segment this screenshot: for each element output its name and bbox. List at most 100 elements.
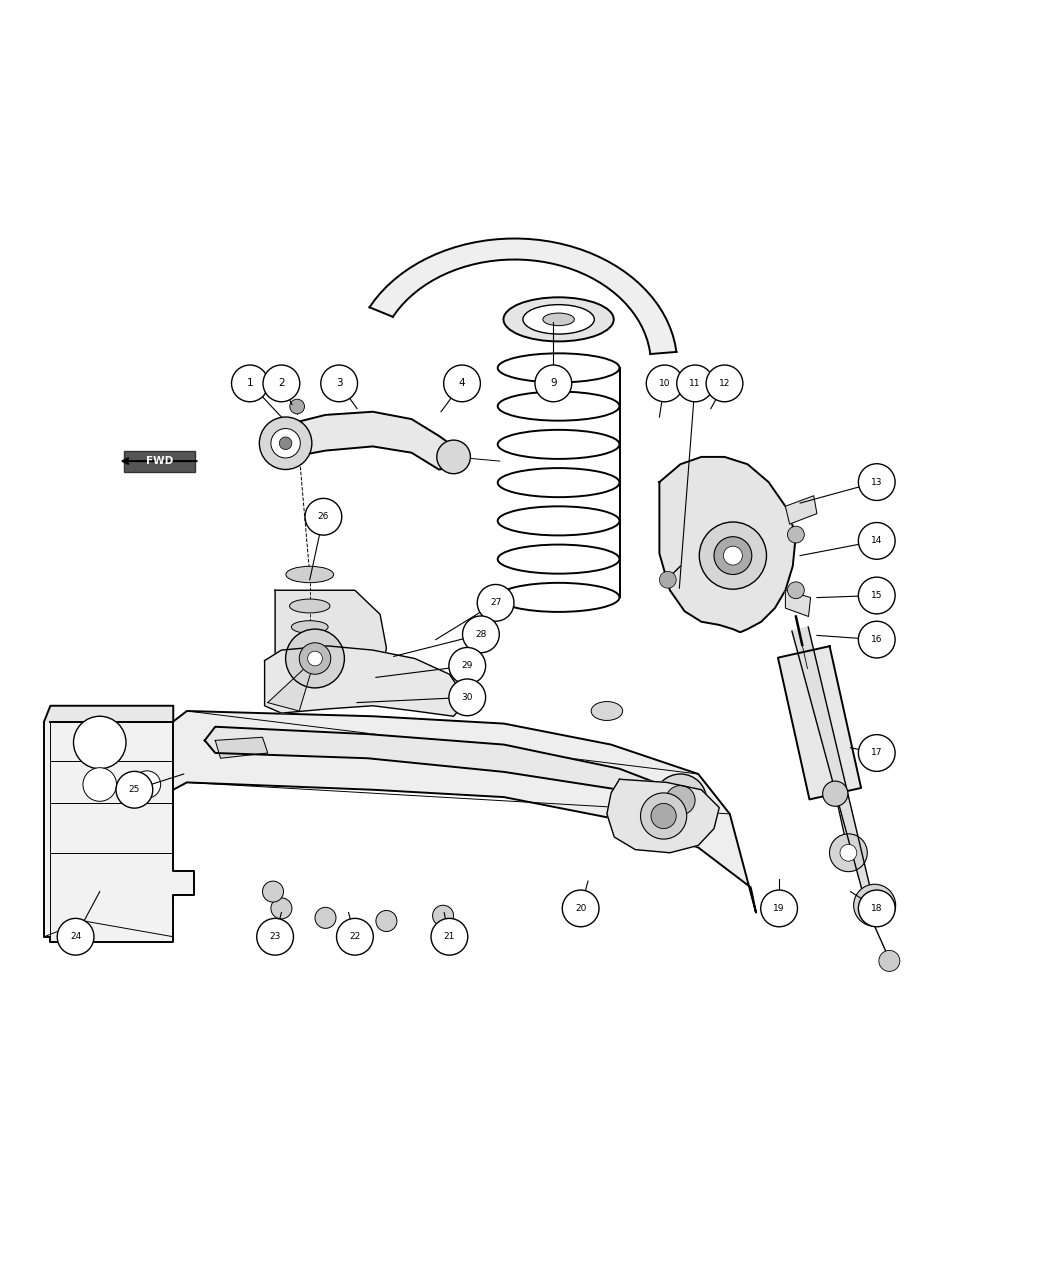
Circle shape xyxy=(859,734,895,771)
Polygon shape xyxy=(785,590,811,617)
Circle shape xyxy=(536,365,571,402)
Circle shape xyxy=(74,717,126,769)
Circle shape xyxy=(463,616,500,653)
Circle shape xyxy=(437,440,470,474)
Polygon shape xyxy=(44,722,194,942)
Polygon shape xyxy=(44,706,173,722)
Circle shape xyxy=(788,581,804,599)
Polygon shape xyxy=(607,779,719,853)
Text: 1: 1 xyxy=(247,379,253,389)
Polygon shape xyxy=(275,590,386,706)
Circle shape xyxy=(666,785,695,815)
Text: 25: 25 xyxy=(129,785,140,794)
Polygon shape xyxy=(205,727,704,831)
Ellipse shape xyxy=(292,644,328,657)
Circle shape xyxy=(706,365,743,402)
Circle shape xyxy=(659,571,676,588)
Circle shape xyxy=(259,417,312,469)
Polygon shape xyxy=(265,646,467,717)
Circle shape xyxy=(859,464,895,501)
FancyBboxPatch shape xyxy=(124,450,195,472)
Circle shape xyxy=(788,527,804,543)
Ellipse shape xyxy=(286,566,334,583)
Polygon shape xyxy=(215,737,268,759)
Circle shape xyxy=(321,365,357,402)
Circle shape xyxy=(859,890,895,927)
Circle shape xyxy=(449,648,485,685)
Text: 11: 11 xyxy=(690,379,700,388)
Ellipse shape xyxy=(292,621,328,634)
Text: 9: 9 xyxy=(550,379,556,389)
Text: 23: 23 xyxy=(270,932,280,941)
Circle shape xyxy=(854,885,896,926)
Ellipse shape xyxy=(523,305,594,334)
Text: 29: 29 xyxy=(462,662,472,671)
Text: 13: 13 xyxy=(872,478,882,487)
Circle shape xyxy=(264,365,300,402)
Circle shape xyxy=(290,399,304,414)
Text: 10: 10 xyxy=(659,379,670,388)
Ellipse shape xyxy=(504,297,613,342)
Circle shape xyxy=(271,898,292,919)
Text: 3: 3 xyxy=(336,379,342,389)
Ellipse shape xyxy=(591,701,623,720)
Circle shape xyxy=(257,918,294,955)
Circle shape xyxy=(308,652,322,666)
Circle shape xyxy=(723,546,742,565)
Circle shape xyxy=(83,768,117,801)
Circle shape xyxy=(840,844,857,861)
Text: 2: 2 xyxy=(278,379,285,389)
Circle shape xyxy=(654,774,707,826)
Circle shape xyxy=(443,365,481,402)
Circle shape xyxy=(859,523,895,560)
Circle shape xyxy=(859,621,895,658)
Text: 27: 27 xyxy=(490,598,501,607)
Circle shape xyxy=(563,890,600,927)
Polygon shape xyxy=(370,238,676,354)
Ellipse shape xyxy=(290,599,330,613)
Circle shape xyxy=(116,771,153,808)
Polygon shape xyxy=(778,646,861,799)
Polygon shape xyxy=(792,627,870,890)
Circle shape xyxy=(449,680,485,715)
Circle shape xyxy=(823,782,848,806)
Circle shape xyxy=(271,428,300,458)
Polygon shape xyxy=(659,456,796,632)
Circle shape xyxy=(830,834,867,872)
Circle shape xyxy=(879,950,900,972)
Text: 21: 21 xyxy=(444,932,455,941)
Polygon shape xyxy=(286,412,454,469)
Circle shape xyxy=(714,537,752,575)
Text: 24: 24 xyxy=(70,932,81,941)
Circle shape xyxy=(677,365,714,402)
Circle shape xyxy=(433,905,454,926)
Circle shape xyxy=(640,793,687,839)
Circle shape xyxy=(304,499,342,536)
Circle shape xyxy=(57,918,94,955)
Circle shape xyxy=(133,771,161,798)
Text: 28: 28 xyxy=(476,630,486,639)
Circle shape xyxy=(336,918,374,955)
Circle shape xyxy=(262,881,284,903)
Text: 12: 12 xyxy=(719,379,730,388)
Polygon shape xyxy=(785,496,817,524)
Text: 19: 19 xyxy=(774,904,784,913)
Circle shape xyxy=(286,629,344,689)
Text: FWD: FWD xyxy=(146,456,173,467)
Text: 15: 15 xyxy=(872,592,882,601)
Text: 26: 26 xyxy=(318,513,329,521)
Text: 20: 20 xyxy=(575,904,586,913)
Circle shape xyxy=(699,521,766,589)
Circle shape xyxy=(376,910,397,932)
Ellipse shape xyxy=(543,314,574,325)
Text: 22: 22 xyxy=(350,932,360,941)
Circle shape xyxy=(477,584,513,621)
Circle shape xyxy=(299,643,331,674)
Circle shape xyxy=(430,918,468,955)
Text: 18: 18 xyxy=(872,904,882,913)
Text: 16: 16 xyxy=(872,635,882,644)
Circle shape xyxy=(859,578,895,613)
Text: 14: 14 xyxy=(872,537,882,546)
Circle shape xyxy=(646,365,682,402)
Polygon shape xyxy=(173,711,756,913)
